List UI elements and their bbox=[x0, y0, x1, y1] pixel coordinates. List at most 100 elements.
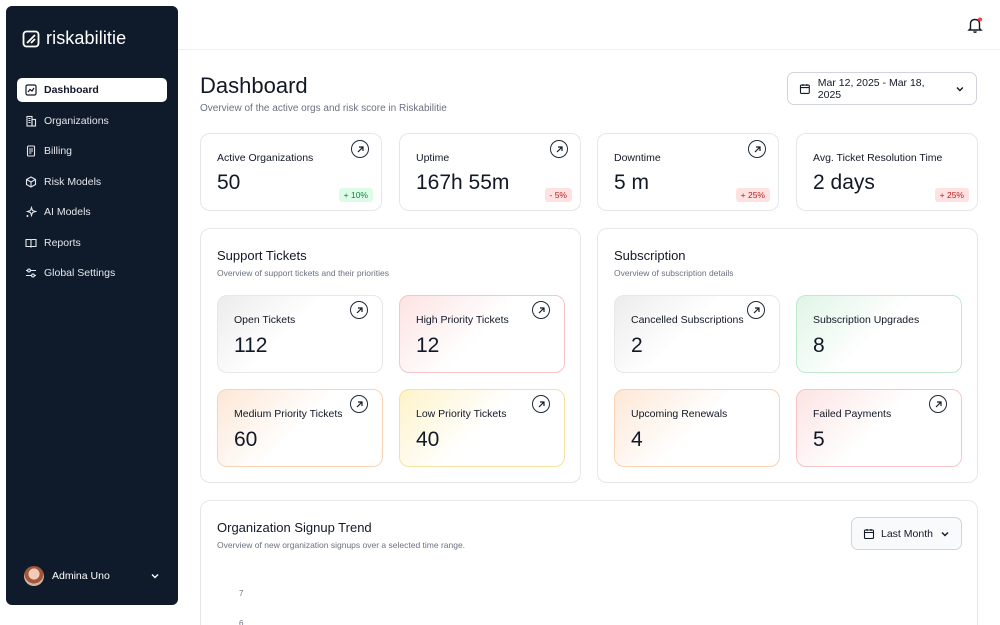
sidebar-item-organizations[interactable]: Organizations bbox=[17, 109, 167, 133]
panel-subtitle: Overview of new organization signups ove… bbox=[217, 540, 466, 550]
sidebar-item-risk-models[interactable]: Risk Models bbox=[17, 170, 167, 194]
support-tickets-panel: Support Tickets Overview of support tick… bbox=[200, 228, 581, 483]
sliders-icon bbox=[26, 268, 36, 278]
tile-cancelled-subscriptions[interactable]: Cancelled Subscriptions 2 bbox=[614, 295, 780, 373]
tile-subscription-upgrades[interactable]: Subscription Upgrades 8 bbox=[796, 295, 962, 373]
tile-label: Open Tickets bbox=[234, 314, 296, 326]
bell-icon[interactable] bbox=[966, 16, 984, 34]
sidebar-item-label: Organizations bbox=[44, 114, 109, 127]
stat-label: Active Organizations bbox=[217, 152, 314, 164]
tile-label: Subscription Upgrades bbox=[813, 314, 920, 326]
arrow-up-right-icon[interactable] bbox=[747, 301, 765, 319]
arrow-up-right-icon[interactable] bbox=[350, 395, 368, 413]
arrow-up-right-icon[interactable] bbox=[532, 395, 550, 413]
sparkles-icon bbox=[25, 206, 37, 218]
sidebar-item-label: Dashboard bbox=[44, 84, 99, 96]
sidebar-item-billing[interactable]: Billing bbox=[17, 139, 167, 163]
tile-upcoming-renewals[interactable]: Upcoming Renewals 4 bbox=[614, 389, 780, 467]
change-badge: + 25% bbox=[735, 188, 770, 202]
tile-value: 4 bbox=[631, 428, 643, 451]
user-menu[interactable]: Admina Uno bbox=[24, 566, 160, 586]
app-name: riskabilitie bbox=[46, 28, 127, 48]
avatar bbox=[24, 566, 44, 586]
sidebar-item-label: Reports bbox=[44, 236, 81, 249]
tile-label: Failed Payments bbox=[813, 408, 892, 420]
panel-title: Support Tickets bbox=[217, 248, 307, 263]
arrow-up-right-icon[interactable] bbox=[351, 140, 369, 158]
book-open-icon bbox=[25, 238, 37, 248]
calendar-icon bbox=[799, 83, 810, 94]
sidebar-nav: Dashboard Organizations Billing Risk Mod… bbox=[17, 78, 167, 292]
arrow-up-right-icon[interactable] bbox=[929, 395, 947, 413]
arrow-up-right-icon[interactable] bbox=[550, 140, 568, 158]
tile-low-priority-tickets[interactable]: Low Priority Tickets 40 bbox=[399, 389, 565, 467]
stat-label: Downtime bbox=[614, 152, 661, 164]
tile-failed-payments[interactable]: Failed Payments 5 bbox=[796, 389, 962, 467]
stat-card-downtime[interactable]: Downtime 5 m + 25% bbox=[597, 133, 779, 211]
tile-value: 112 bbox=[234, 334, 268, 357]
signup-trend-panel: Organization Signup Trend Overview of ne… bbox=[200, 500, 978, 625]
y-tick: 7 bbox=[239, 589, 244, 598]
chart-line-icon bbox=[25, 84, 37, 96]
stat-label: Uptime bbox=[416, 152, 450, 164]
panel-title: Organization Signup Trend bbox=[217, 520, 372, 535]
tile-value: 8 bbox=[813, 334, 825, 357]
tile-label: Low Priority Tickets bbox=[416, 408, 507, 420]
logo-icon bbox=[22, 30, 40, 47]
receipt-icon bbox=[26, 145, 36, 157]
change-badge: - 5% bbox=[544, 188, 572, 202]
arrow-up-right-icon[interactable] bbox=[532, 301, 550, 319]
change-badge: + 25% bbox=[934, 188, 969, 202]
sidebar-item-label: AI Models bbox=[44, 206, 91, 218]
sidebar-item-label: Global Settings bbox=[44, 267, 116, 279]
user-name: Admina Uno bbox=[52, 570, 110, 582]
tile-label: Cancelled Subscriptions bbox=[631, 314, 744, 326]
stat-card-avg-ticket-resolution[interactable]: Avg. Ticket Resolution Time 2 days + 25% bbox=[796, 133, 978, 211]
stat-value: 5 m bbox=[614, 171, 650, 194]
sidebar-item-dashboard[interactable]: Dashboard bbox=[17, 78, 167, 102]
tile-medium-priority-tickets[interactable]: Medium Priority Tickets 60 bbox=[217, 389, 383, 467]
panel-title: Subscription bbox=[614, 248, 686, 263]
stat-value: 167h 55m bbox=[416, 171, 510, 194]
page-title: Dashboard bbox=[200, 73, 308, 98]
tile-label: Medium Priority Tickets bbox=[234, 408, 343, 420]
tile-value: 12 bbox=[416, 334, 440, 357]
stat-card-active-organizations[interactable]: Active Organizations 50 + 10% bbox=[200, 133, 382, 211]
sidebar-item-label: Risk Models bbox=[44, 175, 102, 188]
sidebar-item-label: Billing bbox=[44, 145, 73, 157]
page-subtitle: Overview of the active orgs and risk sco… bbox=[200, 103, 447, 114]
tile-label: High Priority Tickets bbox=[416, 314, 509, 326]
tile-value: 5 bbox=[813, 428, 825, 451]
change-badge: + 10% bbox=[338, 188, 373, 202]
date-range-picker[interactable]: Mar 12, 2025 - Mar 18, 2025 bbox=[787, 72, 977, 105]
tile-value: 2 bbox=[631, 334, 643, 357]
arrow-up-right-icon[interactable] bbox=[748, 140, 766, 158]
app-logo[interactable]: riskabilitie bbox=[22, 28, 126, 49]
chevron-down-icon bbox=[941, 531, 949, 536]
stat-value: 2 days bbox=[813, 171, 875, 194]
building-icon bbox=[26, 115, 37, 127]
subscription-panel: Subscription Overview of subscription de… bbox=[597, 228, 978, 483]
tile-value: 40 bbox=[416, 428, 440, 451]
stat-value: 50 bbox=[217, 171, 241, 194]
stat-label: Avg. Ticket Resolution Time bbox=[813, 152, 943, 164]
time-range-select[interactable]: Last Month bbox=[851, 517, 962, 550]
tile-label: Upcoming Renewals bbox=[631, 408, 728, 420]
sidebar-item-ai-models[interactable]: AI Models bbox=[17, 200, 167, 224]
sidebar: riskabilitie Dashboard Organizations Bil… bbox=[6, 6, 178, 605]
sidebar-item-global-settings[interactable]: Global Settings bbox=[17, 261, 167, 285]
arrow-up-right-icon[interactable] bbox=[350, 301, 368, 319]
topbar bbox=[178, 0, 1000, 50]
cube-icon bbox=[25, 175, 37, 188]
date-range-label: Mar 12, 2025 - Mar 18, 2025 bbox=[817, 76, 925, 101]
tile-open-tickets[interactable]: Open Tickets 112 bbox=[217, 295, 383, 373]
tile-value: 60 bbox=[234, 428, 258, 451]
stat-card-uptime[interactable]: Uptime 167h 55m - 5% bbox=[399, 133, 581, 211]
time-range-label: Last Month bbox=[881, 527, 933, 540]
panel-subtitle: Overview of subscription details bbox=[614, 268, 734, 278]
chevron-down-icon bbox=[151, 574, 159, 579]
calendar-icon bbox=[863, 528, 875, 539]
tile-high-priority-tickets[interactable]: High Priority Tickets 12 bbox=[399, 295, 565, 373]
chevron-down-icon bbox=[956, 86, 964, 91]
sidebar-item-reports[interactable]: Reports bbox=[17, 231, 167, 255]
